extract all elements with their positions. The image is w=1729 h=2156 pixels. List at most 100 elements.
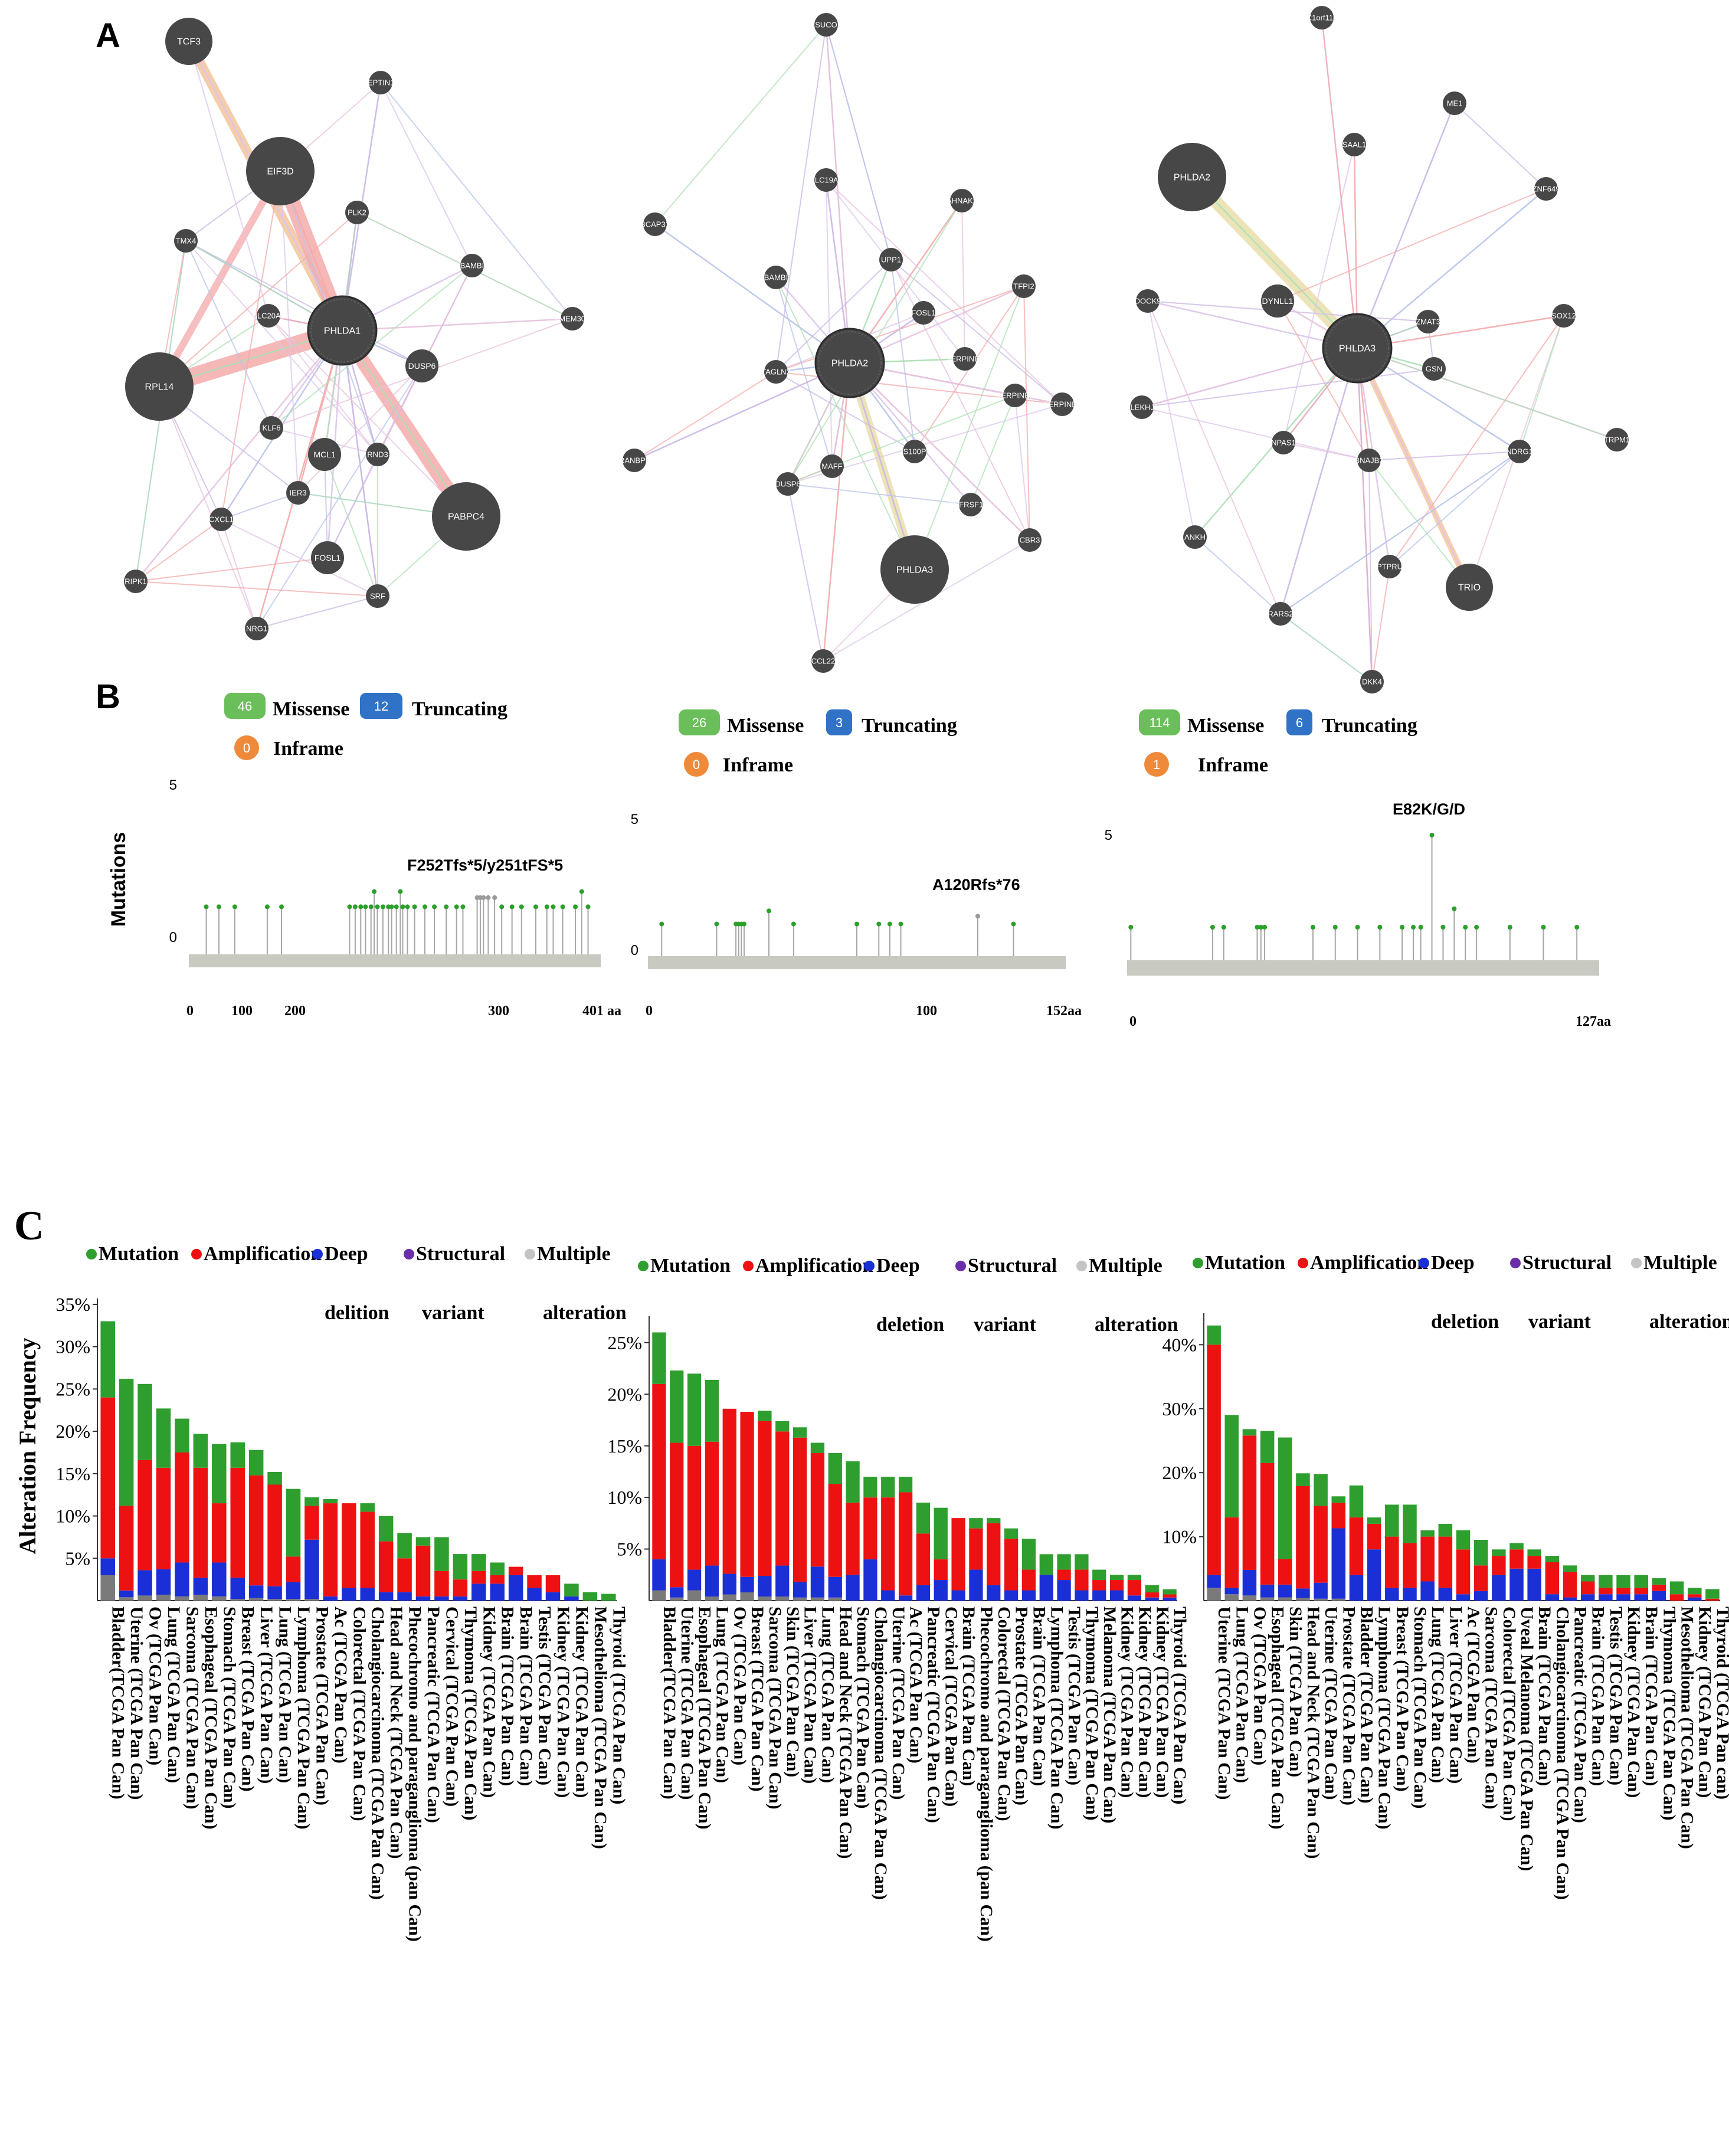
bar-segment-deep-deletion: [1652, 1591, 1666, 1601]
network-node-circle: [1269, 602, 1292, 626]
category-label: Sarcoma (TCGA Pan Can): [182, 1607, 202, 1810]
network-edge: [221, 492, 299, 520]
bar-segment-mutation: [397, 1533, 412, 1559]
network-node-circle: [1272, 431, 1295, 454]
bar-segment-mutation: [304, 1497, 319, 1506]
mutation-lollipop: [766, 908, 771, 956]
network-node-circle: [1261, 284, 1294, 318]
network-edge: [654, 24, 827, 225]
bar-stack: [175, 1418, 189, 1601]
network-node: UPP1: [879, 248, 903, 271]
mutation-lollipop: [975, 914, 980, 956]
bar-segment-mutation: [1420, 1530, 1435, 1537]
bar-segment-amplification: [987, 1523, 1001, 1585]
legend-item: Deep delition: [312, 1243, 389, 1324]
bar-stack: [1092, 1569, 1106, 1601]
category-label: Testis (TCGA Pan Can): [1606, 1607, 1626, 1785]
bar-segment-multiple-alteration: [687, 1590, 702, 1601]
bar-segment-amplification: [175, 1452, 189, 1563]
network-edges: [1141, 17, 1617, 682]
legend-label: Multiple: [1643, 1252, 1717, 1274]
bar-stack: [1669, 1581, 1684, 1601]
bar-segment-deep-deletion: [471, 1584, 486, 1601]
legend-item: Multiple alteration: [1631, 1252, 1729, 1333]
network-node-circle: [1422, 357, 1446, 381]
y-tick-label: 35%: [55, 1294, 90, 1315]
lollipop-head: [551, 904, 556, 909]
network-node-label: RPL14: [145, 382, 174, 392]
bar-segment-deep-deletion: [1109, 1590, 1124, 1601]
category-label: Uterine (TCGA Pan Can): [1321, 1607, 1341, 1800]
bar-segment-amplification: [1420, 1536, 1435, 1582]
bar-segment-deep-deletion: [951, 1590, 965, 1601]
bar-segment-deep-deletion: [722, 1573, 736, 1595]
bar-segment-amplification: [1127, 1580, 1142, 1596]
category-label: Prostate (TCGA Pan Can): [312, 1607, 332, 1805]
bar-segment-amplification: [1403, 1543, 1417, 1588]
bar-segment-mutation: [1438, 1523, 1453, 1537]
bar-segment-mutation: [1207, 1325, 1221, 1345]
bar-segment-amplification: [1652, 1584, 1666, 1591]
network-edge: [324, 454, 328, 558]
bar-segment-amplification: [846, 1502, 860, 1575]
bar-stack: [1492, 1549, 1506, 1601]
bar-segment-amplification: [1367, 1523, 1381, 1550]
network-edge: [221, 171, 281, 520]
network-node-label: ZNF649: [1532, 185, 1560, 194]
truncating-count: 3: [836, 715, 843, 730]
bar-stack: [471, 1554, 486, 1601]
bar-stack: [508, 1566, 523, 1601]
bar-segment-mutation: [175, 1418, 189, 1452]
network-node: FOSL1: [911, 301, 936, 325]
mutation-lollipop: [486, 895, 491, 954]
missense-label: Missense: [727, 715, 804, 737]
lollipop-head: [1429, 833, 1435, 837]
bar-stack: [1580, 1575, 1595, 1601]
category-label: Thymoma (TCGA Pan Can): [461, 1607, 480, 1821]
network-node-label: FOSL1: [315, 553, 341, 562]
category-label: Lung (TCGA Pan Can): [1232, 1607, 1252, 1783]
network-node: SRF: [366, 584, 389, 608]
bar-stack: [1207, 1325, 1221, 1601]
network-edge: [1368, 460, 1373, 682]
lollipop-head: [898, 921, 903, 927]
network-edge: [1280, 613, 1373, 682]
legend-swatch: [86, 1249, 97, 1259]
bar-segment-mutation: [1057, 1554, 1071, 1570]
bar-segment-deep-deletion: [1634, 1594, 1648, 1601]
lollipop-head: [375, 904, 380, 909]
network-node: ZMAT3: [1416, 310, 1440, 333]
lollipop-head: [204, 904, 209, 909]
network-node-label: SUCO: [815, 21, 837, 30]
legend-label-second-line: alteration: [1649, 1311, 1729, 1333]
bar-stack: [916, 1502, 931, 1601]
lollipop-head: [279, 904, 284, 909]
network-node: PHLDA1: [307, 295, 378, 366]
mutation-lollipop: [1258, 925, 1263, 960]
missense-badge: [679, 709, 720, 735]
bar-stack: [705, 1379, 719, 1601]
bar-stack: [527, 1575, 542, 1601]
network-node-circle: [260, 416, 283, 440]
network-phlda2: SUCO SLC19A1 AHNAK2 BCAP31 UPP1 BAMBI TFPI2 FOS…: [619, 13, 1081, 673]
bar-segment-mutation: [1367, 1517, 1381, 1524]
network-node-circle: [307, 295, 378, 366]
mutation-lollipop: [1574, 925, 1580, 960]
bar-stack: [793, 1427, 807, 1601]
network-node-label: ZMAT3: [1416, 318, 1440, 326]
mutation-annotation: E82K/G/D: [1393, 800, 1465, 818]
bar-segment-amplification: [687, 1445, 702, 1570]
bar-segment-mutation: [137, 1383, 152, 1460]
bar-segment-mutation: [1634, 1575, 1648, 1588]
lollipop-head: [432, 904, 437, 909]
category-label: Phecochromo and paraganglioma (pan Can): [405, 1607, 425, 1942]
network-node-label: FOSL1: [911, 309, 935, 318]
mutation-lollipop: [1011, 921, 1016, 956]
bar-segment-deep-deletion: [863, 1559, 877, 1601]
network-node-label: DYNLL1: [1262, 296, 1294, 306]
network-node: TNFRSF12A: [949, 493, 993, 516]
network-edge: [787, 483, 824, 662]
bar-segment-deep-deletion: [212, 1562, 227, 1596]
bar-segment-deep-deletion: [1057, 1580, 1071, 1601]
